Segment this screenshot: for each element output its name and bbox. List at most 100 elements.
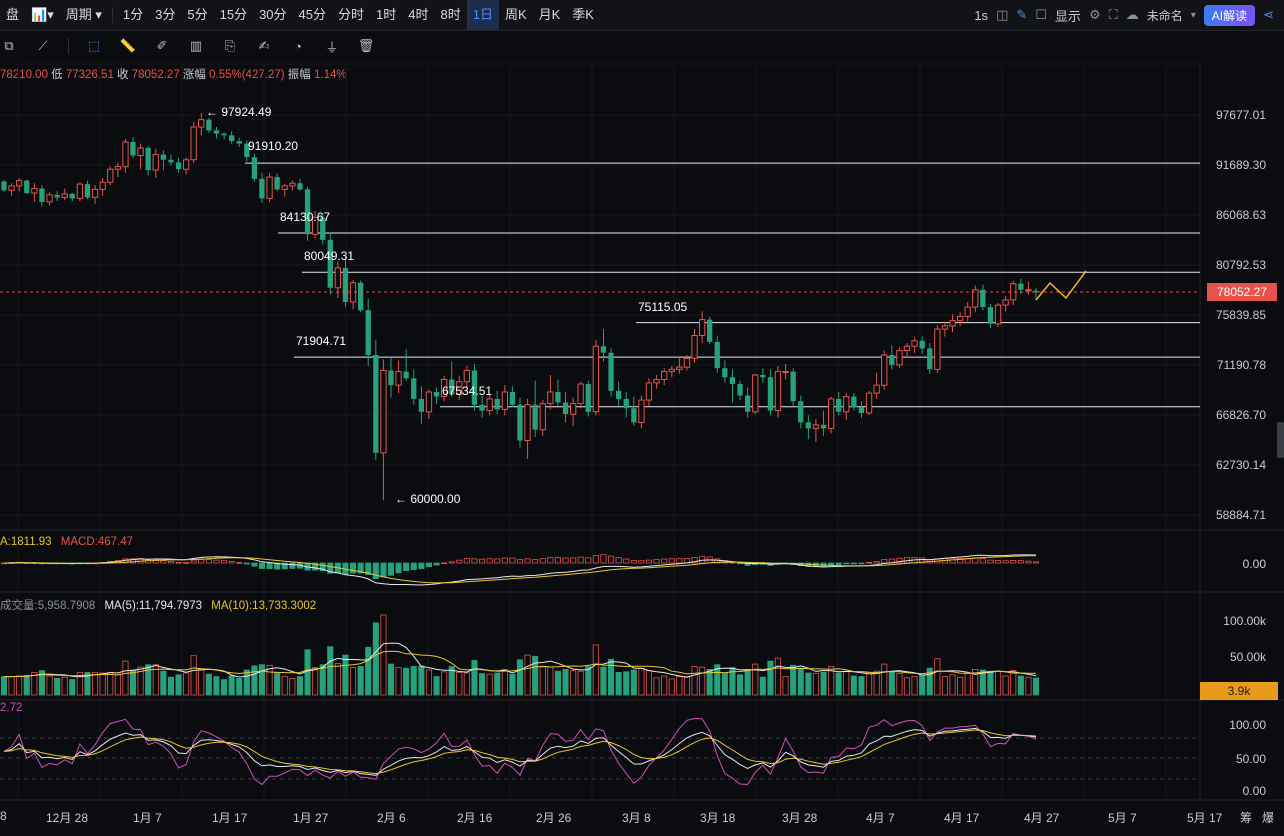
period-1q[interactable]: 季K: [572, 7, 594, 22]
candle-body: [244, 143, 250, 158]
macd-bar: [190, 560, 197, 564]
macd-bar: [835, 562, 842, 566]
clipboard-icon[interactable]: ⎘: [224, 38, 236, 53]
trash-icon[interactable]: 🗑: [357, 38, 375, 53]
kdj-k-line: [3, 727, 1037, 776]
ruler-icon[interactable]: 📏: [119, 38, 137, 53]
volume-bar: [554, 670, 561, 696]
volume-bar: [372, 622, 379, 696]
volume-bar: [737, 674, 744, 696]
volume-bar: [585, 666, 592, 696]
candle-body: [774, 371, 782, 412]
footer-chip-chou[interactable]: 筹: [1240, 811, 1253, 825]
candle-body: [896, 350, 903, 366]
candle-body: [312, 217, 319, 235]
period-1m[interactable]: 1分: [122, 7, 144, 22]
candles-icon[interactable]: ▥: [189, 38, 203, 53]
period-1mo[interactable]: 月K: [538, 7, 561, 22]
checkbox-icon[interactable]: ☐: [1035, 7, 1047, 22]
note-icon[interactable]: ✍: [258, 38, 270, 53]
macd-bar: [987, 559, 994, 564]
period-30m[interactable]: 30分: [259, 7, 287, 22]
candle-body: [570, 403, 577, 415]
candle-body: [600, 346, 607, 353]
volume-bar: [850, 675, 857, 696]
magnet-icon[interactable]: ⧉: [4, 38, 14, 53]
volume-bar: [941, 676, 948, 696]
period-15m[interactable]: 15分: [219, 7, 248, 22]
candle-body: [623, 398, 629, 409]
market-label[interactable]: 盘: [6, 7, 20, 22]
candle-body: [84, 184, 91, 198]
volume-bar: [145, 664, 152, 696]
volume-bar: [805, 672, 812, 696]
share-icon[interactable]: ⋖: [1263, 7, 1274, 22]
filter-icon[interactable]: ⏚: [325, 39, 339, 55]
macd-bar: [403, 562, 410, 572]
candle-body: [851, 396, 857, 408]
candle-body: [661, 371, 668, 381]
chevron-down-icon[interactable]: ▾: [1190, 9, 1196, 21]
candle-body: [964, 306, 971, 317]
volume-bar: [418, 665, 425, 696]
trendline-tool-icon[interactable]: ⟋: [38, 38, 48, 53]
period-1w[interactable]: 周K: [504, 7, 527, 22]
macd-bar: [281, 562, 288, 570]
display-button[interactable]: 显示: [1054, 8, 1081, 24]
cloud-icon[interactable]: ☁: [1125, 7, 1139, 22]
chart-type-icon[interactable]: 📊▾: [31, 7, 54, 22]
footer-chip-bao[interactable]: 爆: [1262, 811, 1275, 825]
kdj-axis-label: 0.00: [1242, 784, 1266, 798]
candle-body: [463, 370, 471, 383]
candle-body: [373, 355, 379, 453]
candle-body: [61, 193, 68, 198]
candle-body: [812, 424, 820, 429]
volume-bar: [570, 670, 577, 696]
candle-body: [46, 194, 53, 203]
period-dropdown[interactable]: 周期 ▾: [65, 7, 102, 22]
fib-icon[interactable]: ◔: [294, 38, 302, 54]
candle-body: [152, 154, 159, 171]
macd-bar: [372, 562, 379, 580]
gear-icon[interactable]: ⚙: [1088, 7, 1101, 22]
period-1d[interactable]: 1日: [466, 0, 499, 30]
volume-bar: [782, 676, 789, 696]
macd-bar: [995, 560, 1002, 564]
macd-bar: [873, 561, 880, 564]
date-tick: 3月 8: [622, 811, 651, 825]
interval-label[interactable]: 1s: [974, 7, 989, 23]
volume-bar: [84, 672, 91, 696]
candle-body: [471, 370, 478, 405]
period-45m[interactable]: 45分: [298, 7, 326, 22]
volume-bar: [934, 658, 941, 696]
period-4h[interactable]: 4时: [408, 7, 429, 22]
macd-bar: [653, 559, 660, 564]
period-3m[interactable]: 3分: [155, 7, 176, 22]
camera-icon[interactable]: ◫: [996, 7, 1009, 22]
layout-name[interactable]: 未命名: [1146, 8, 1183, 23]
period-1h[interactable]: 1时: [376, 7, 397, 22]
period-timeshare[interactable]: 分时: [338, 7, 365, 22]
candle-body: [365, 310, 371, 355]
fullscreen-icon[interactable]: ⛶: [1108, 7, 1118, 22]
volume-bar: [964, 673, 971, 696]
cursor-icon[interactable]: ⬚: [87, 38, 101, 53]
price-axis-label: 75839.85: [1215, 308, 1266, 322]
volume-bar: [0, 676, 8, 696]
period-8h[interactable]: 8时: [440, 7, 461, 22]
period-5m[interactable]: 5分: [187, 7, 208, 22]
volume-bar: [767, 660, 774, 696]
pen-icon[interactable]: ✎: [1016, 7, 1028, 22]
volume-bar: [1032, 677, 1040, 696]
side-panel-handle[interactable]: [1277, 422, 1284, 458]
macd-bar: [258, 562, 265, 569]
kdj-legend: 2.72: [0, 702, 23, 714]
candle-body: [304, 189, 311, 235]
macd-bar: [843, 562, 850, 565]
ai-button[interactable]: AI解读: [1203, 4, 1256, 26]
brush-icon[interactable]: ✐: [156, 38, 168, 53]
macd-bar: [957, 558, 964, 564]
macd-bar: [737, 562, 744, 565]
volume-bar: [926, 667, 933, 696]
